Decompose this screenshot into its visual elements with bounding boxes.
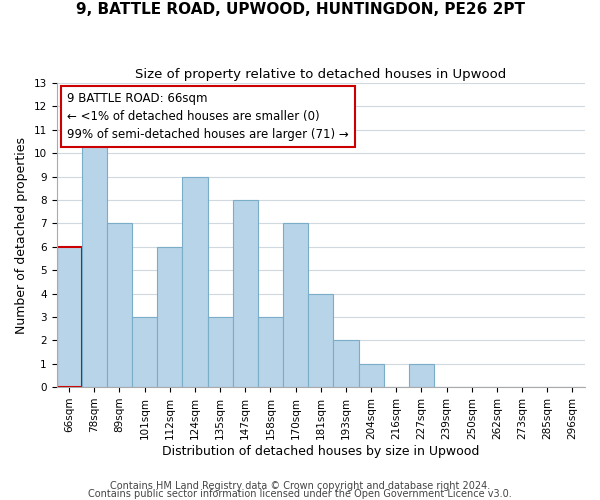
Bar xyxy=(107,224,132,387)
Bar xyxy=(132,317,157,387)
Y-axis label: Number of detached properties: Number of detached properties xyxy=(15,136,28,334)
Bar xyxy=(56,247,82,387)
Text: 9, BATTLE ROAD, UPWOOD, HUNTINGDON, PE26 2PT: 9, BATTLE ROAD, UPWOOD, HUNTINGDON, PE26… xyxy=(76,2,524,18)
Text: 9 BATTLE ROAD: 66sqm
← <1% of detached houses are smaller (0)
99% of semi-detach: 9 BATTLE ROAD: 66sqm ← <1% of detached h… xyxy=(67,92,349,141)
Title: Size of property relative to detached houses in Upwood: Size of property relative to detached ho… xyxy=(135,68,506,80)
Bar xyxy=(308,294,334,387)
Text: Contains public sector information licensed under the Open Government Licence v3: Contains public sector information licen… xyxy=(88,489,512,499)
Bar xyxy=(208,317,233,387)
Bar xyxy=(82,130,107,387)
Bar xyxy=(258,317,283,387)
Bar xyxy=(283,224,308,387)
X-axis label: Distribution of detached houses by size in Upwood: Distribution of detached houses by size … xyxy=(162,444,479,458)
Bar xyxy=(182,176,208,387)
Bar xyxy=(334,340,359,387)
Bar xyxy=(359,364,383,387)
Text: Contains HM Land Registry data © Crown copyright and database right 2024.: Contains HM Land Registry data © Crown c… xyxy=(110,481,490,491)
Bar xyxy=(157,247,182,387)
Bar xyxy=(233,200,258,387)
Bar xyxy=(409,364,434,387)
